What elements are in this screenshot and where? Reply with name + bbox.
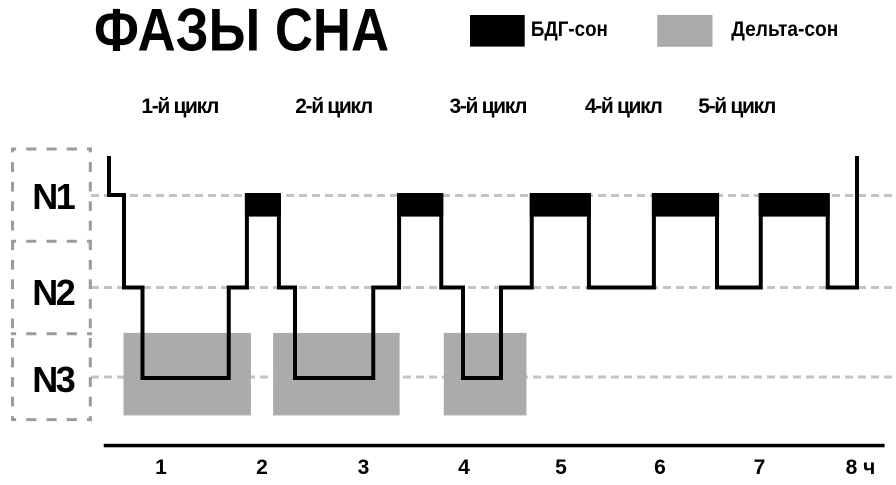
svg-text:6: 6 <box>654 456 666 479</box>
svg-text:7: 7 <box>754 456 766 479</box>
svg-text:4: 4 <box>458 456 470 479</box>
svg-text:1-й цикл: 1-й цикл <box>141 95 219 118</box>
svg-text:ФАЗЫ СНА: ФАЗЫ СНА <box>94 0 389 64</box>
svg-text:БДГ-сон: БДГ-сон <box>531 18 608 41</box>
svg-text:5-й цикл: 5-й цикл <box>698 95 776 118</box>
svg-text:Дельта-сон: Дельта-сон <box>731 18 838 41</box>
svg-text:N3: N3 <box>32 359 76 400</box>
svg-text:1: 1 <box>155 456 167 479</box>
svg-text:5: 5 <box>555 456 567 479</box>
svg-text:3-й цикл: 3-й цикл <box>450 95 528 118</box>
svg-text:2-й цикл: 2-й цикл <box>295 95 373 118</box>
svg-text:3: 3 <box>358 456 370 479</box>
svg-text:4-й цикл: 4-й цикл <box>585 95 663 118</box>
svg-text:8 ч: 8 ч <box>846 456 876 479</box>
svg-text:2: 2 <box>256 456 268 479</box>
svg-text:N1: N1 <box>32 176 76 217</box>
svg-text:N2: N2 <box>32 272 76 313</box>
